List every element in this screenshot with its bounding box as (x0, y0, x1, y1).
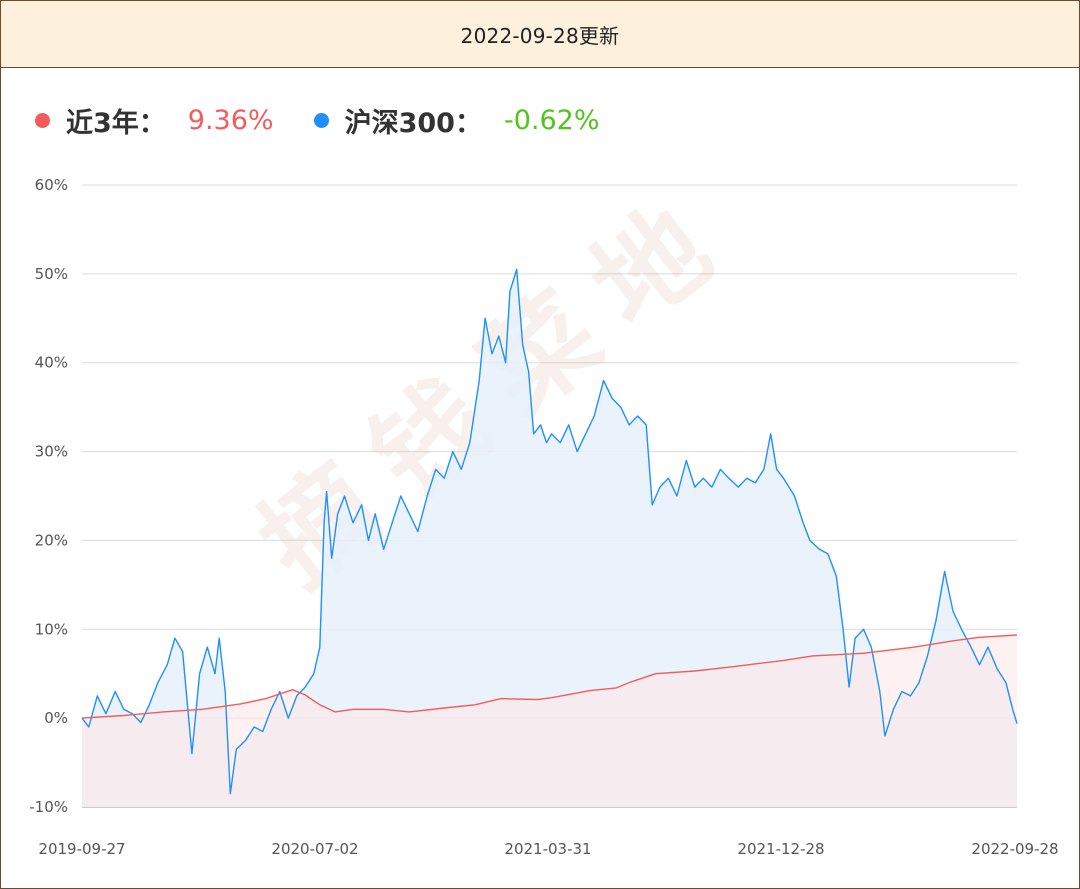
update-header: 2022-09-28更新 (1, 1, 1079, 68)
legend-item-fund[interactable]: 近3年： 9.36% (35, 101, 274, 140)
y-tick-label: 60% (35, 176, 68, 194)
legend-label-fund: 近3年： (66, 108, 166, 139)
legend-value-hs300: -0.62% (503, 105, 600, 136)
fund-area (82, 635, 1017, 807)
y-tick-label: 50% (35, 265, 68, 283)
x-tick-label: 2022-09-28 (971, 840, 1058, 858)
y-tick-label: 10% (35, 620, 68, 638)
y-tick-label: 40% (35, 354, 68, 372)
y-tick-label: 30% (35, 443, 68, 461)
legend: 近3年： 9.36% 沪深300： -0.62% (35, 101, 639, 140)
y-tick-label: 0% (44, 709, 68, 727)
x-tick-label: 2021-12-28 (737, 840, 824, 858)
legend-item-hs300[interactable]: 沪深300： -0.62% (313, 101, 600, 140)
x-tick-label: 2020-07-02 (271, 840, 358, 858)
hs300-line (81, 268, 1018, 795)
legend-dot-hs300 (313, 113, 329, 128)
x-tick-label: 2021-03-31 (504, 840, 591, 858)
legend-value-fund: 9.36% (187, 105, 274, 136)
fund-line (81, 634, 1018, 719)
legend-dot-fund (35, 113, 50, 128)
y-tick-label: -10% (29, 798, 68, 816)
legend-label-hs300: 沪深300： (344, 108, 482, 139)
y-tick-label: 20% (35, 531, 68, 549)
update-date-text: 2022-09-28更新 (460, 23, 620, 48)
x-tick-label: 2019-09-27 (38, 840, 125, 858)
